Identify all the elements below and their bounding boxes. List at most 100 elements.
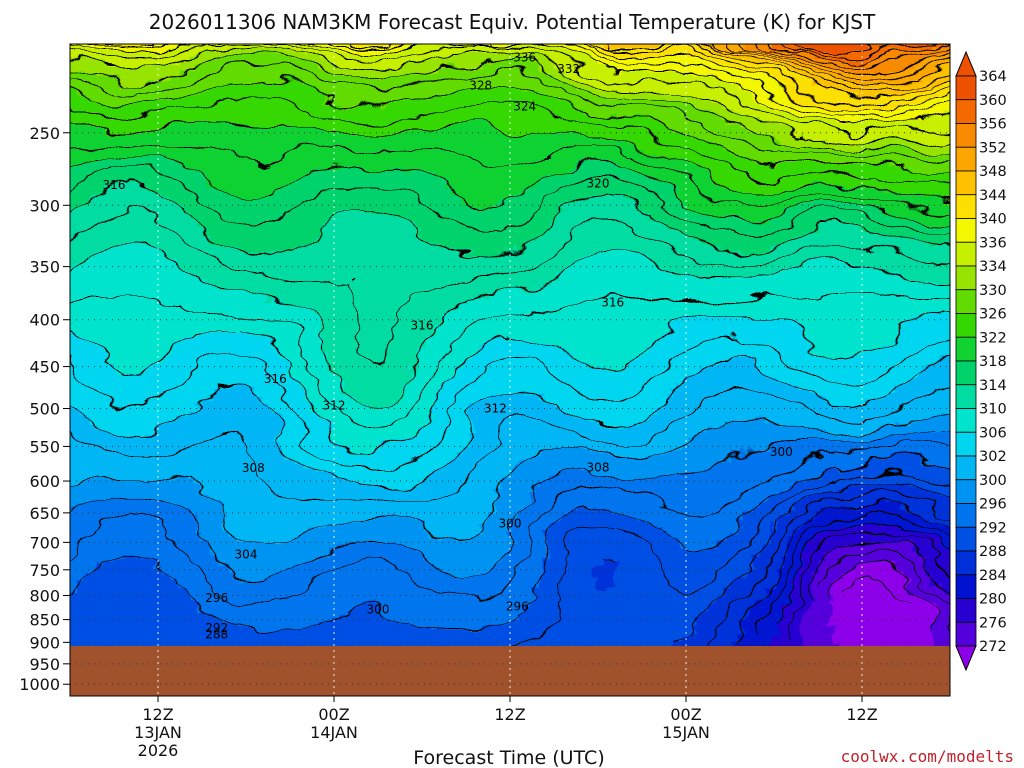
y-tick-label: 1000 [19, 675, 60, 694]
colorbar-swatch [955, 289, 977, 314]
colorbar-swatch [955, 146, 977, 172]
colorbar-tick-label: 276 [979, 615, 1007, 631]
colorbar-swatch [955, 194, 977, 219]
colorbar-swatch [955, 75, 977, 101]
colorbar-swatch [955, 408, 977, 433]
colorbar-tick-label: 310 [979, 402, 1007, 418]
colorbar-tick-label: 360 [979, 93, 1007, 109]
y-tick-label: 900 [29, 633, 60, 652]
x-tick-label: 12Z [494, 705, 525, 724]
y-tick-label: 600 [29, 472, 60, 491]
colorbar-bottom-arrow [955, 645, 977, 672]
ground [70, 646, 950, 696]
colorbar-swatch [955, 336, 977, 362]
contour-label: 316 [264, 372, 287, 386]
colorbar-swatch [955, 170, 977, 196]
colorbar-tick-label: 292 [979, 520, 1007, 536]
colorbar-swatch [955, 455, 977, 481]
x-tick-label: 15JAN [662, 723, 710, 742]
colorbar-tick-label: 288 [979, 544, 1007, 560]
y-tick-label: 700 [29, 533, 60, 552]
contour-label: 320 [587, 176, 610, 190]
colorbar-swatch [955, 574, 977, 599]
colorbar-tick-label: 284 [979, 568, 1007, 584]
colorbar-swatch [955, 265, 977, 291]
y-tick-label: 800 [29, 586, 60, 605]
y-tick-label: 400 [29, 311, 60, 330]
contour-label: 336 [513, 51, 536, 65]
colorbar-tick-label: 336 [979, 235, 1007, 251]
colorbar-tick-label: 280 [979, 592, 1007, 608]
colorbar-swatch [955, 99, 977, 124]
colorbar-tick-label: 314 [979, 378, 1007, 394]
contour-label: 312 [323, 398, 346, 412]
contour-label: 296 [506, 599, 529, 613]
contour-label: 308 [587, 461, 610, 475]
colorbar-swatch [955, 598, 977, 623]
colorbar-tick-label: 356 [979, 117, 1007, 133]
y-tick-label: 950 [29, 655, 60, 674]
contour-label: 332 [557, 62, 580, 76]
contour-label: 316 [601, 295, 624, 309]
contour-label: 300 [499, 517, 522, 531]
colorbar-tick-label: 334 [979, 259, 1007, 275]
contour-label: 300 [367, 603, 390, 617]
credit-text: coolwx.com/modelts [841, 747, 1014, 766]
y-axis: 250 300 350 400 450 500 550 600 650 700 750 800 850 9… [19, 124, 70, 694]
colorbar-swatch [955, 360, 977, 386]
colorbar-tick-label: 302 [979, 449, 1007, 465]
x-tick-label: 13JAN [134, 723, 182, 742]
theta-e-field [70, 44, 950, 661]
y-tick-label: 850 [29, 611, 60, 630]
colorbar-tick-label: 364 [979, 69, 1007, 85]
contour-label: 316 [411, 319, 434, 333]
contour-label: 304 [235, 548, 258, 562]
colorbar-swatch [955, 503, 977, 528]
x-tick-label: 00Z [670, 705, 701, 724]
colorbar-swatch [955, 526, 977, 552]
contour-label: 316 [103, 178, 126, 192]
y-tick-label: 300 [29, 196, 60, 215]
x-tick-label: 12Z [846, 705, 877, 724]
y-tick-label: 350 [29, 258, 60, 277]
grid [70, 44, 950, 696]
contour-label: 312 [484, 402, 507, 416]
colorbar-tick-label: 340 [979, 212, 1007, 228]
colorbar-top-arrow [955, 50, 977, 77]
colorbar-tick-label: 330 [979, 283, 1007, 299]
contour-label: 292 [205, 621, 228, 635]
y-tick-label: 750 [29, 561, 60, 580]
colorbar-swatch [955, 621, 977, 647]
y-tick-label: 500 [29, 400, 60, 419]
colorbar-swatch [955, 241, 977, 267]
colorbar-tick-label: 326 [979, 307, 1007, 323]
contour-label: 324 [513, 99, 536, 113]
contour-label: 288 [205, 627, 228, 641]
colorbar-tick-label: 296 [979, 497, 1007, 513]
y-tick-label: 550 [29, 437, 60, 456]
colorbar-tick-label: 318 [979, 354, 1007, 370]
colorbar-swatch [955, 313, 977, 338]
colorbar-swatch [955, 550, 977, 576]
contour-label: 308 [242, 461, 265, 475]
colorbar-tick-label: 348 [979, 164, 1007, 180]
colorbar-swatch [955, 218, 977, 243]
x-tick-label: 12Z [142, 705, 173, 724]
colorbar-tick-label: 322 [979, 330, 1007, 346]
colorbar-swatch [955, 431, 977, 457]
chart-title: 2026011306 NAM3KM Forecast Equiv. Potent… [149, 10, 876, 34]
colorbar-tick-label: 300 [979, 473, 1007, 489]
colorbar-tick-label: 344 [979, 188, 1007, 204]
contour-label: 328 [469, 79, 492, 93]
x-axis-label: Forecast Time (UTC) [413, 747, 604, 768]
x-tick-label: 2026 [138, 741, 179, 760]
colorbar-swatch [955, 384, 977, 409]
colorbar: 364 360 356 352 348 344 340 336 334 330 326 322 318 3… [955, 50, 1007, 672]
contour-labels: 336 332 328 324 320 316 316 316 316 312 312 308 308 3… [103, 51, 793, 642]
contour-label: 296 [205, 591, 228, 605]
colorbar-tick-label: 352 [979, 140, 1007, 156]
colorbar-swatch [955, 123, 977, 148]
contour-label: 300 [770, 445, 793, 459]
